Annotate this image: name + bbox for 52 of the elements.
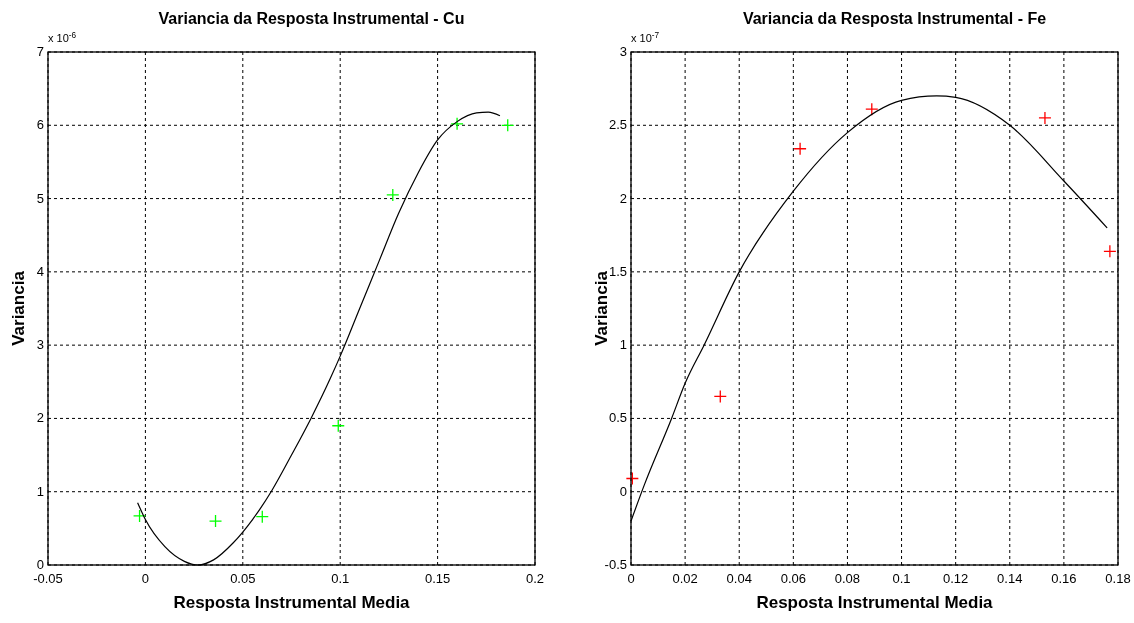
- y-tick-label: 3: [36, 337, 44, 353]
- point: [386, 188, 400, 202]
- y-tick-label: 0: [619, 483, 627, 499]
- y-tick-label: 2.5: [608, 117, 627, 133]
- x-tick-label: 0.18: [1105, 571, 1131, 586]
- point: [132, 509, 147, 523]
- y-tick-label: 1: [36, 483, 44, 499]
- x-tick-label: 0.16: [1051, 571, 1077, 586]
- chart-title: Variancia da Resposta Instrumental - Fe: [742, 10, 1047, 27]
- point: [1038, 111, 1052, 125]
- point: [501, 118, 515, 132]
- y-axis-title: Variancia: [9, 270, 28, 346]
- x-tick-label: 0.1: [331, 571, 350, 586]
- x-tick-label: 0.15: [424, 571, 451, 586]
- text: x 10$^{-6}$: [48, 30, 77, 44]
- y-tick-label: 3: [619, 44, 627, 59]
- point: [450, 117, 464, 131]
- x-tick-label: 0.2: [525, 571, 545, 586]
- point: [208, 514, 223, 528]
- x-tick-label: 0.08: [834, 571, 861, 586]
- x-axis-title: Resposta Instrumental Media: [173, 593, 411, 612]
- y-tick-label: -0.5: [604, 557, 627, 572]
- y-tick-label: 4: [36, 263, 44, 279]
- point: [865, 102, 879, 116]
- x-tick-label: -0.05: [33, 571, 63, 586]
- point: [713, 389, 727, 404]
- point: [793, 142, 807, 156]
- y-tick-label: 1: [619, 337, 627, 353]
- x-tick-label: 0.12: [943, 571, 969, 586]
- y-tick-label: 2: [36, 410, 44, 426]
- x-tick-label: 0.06: [780, 571, 806, 586]
- y-tick-label: 5: [36, 190, 44, 206]
- chart-title: Variancia da Resposta Instrumental - Cu: [158, 10, 465, 27]
- y-tick-label: 0.5: [608, 410, 627, 426]
- point: [1103, 244, 1117, 258]
- point: [331, 419, 345, 433]
- x-tick-label: 0.14: [997, 571, 1023, 586]
- y-tick-label: 7: [36, 44, 44, 59]
- text: x 10$^{-7}$: [631, 30, 660, 44]
- x-tick-label: 0: [141, 571, 150, 586]
- y-axis-title: Variancia: [592, 270, 611, 346]
- point: [255, 509, 269, 524]
- x-tick-label: 0.02: [672, 571, 698, 586]
- y-tick-label: 0: [36, 557, 44, 572]
- y-tick-label: 6: [36, 117, 44, 133]
- x-tick-label: 0.04: [726, 571, 752, 586]
- x-tick-label: 0.1: [892, 571, 911, 586]
- x-axis-title: Resposta Instrumental Media: [756, 593, 994, 612]
- point: [625, 471, 639, 486]
- y-tick-label: 2: [619, 190, 627, 206]
- x-tick-label: 0.05: [230, 571, 256, 586]
- y-tick-label: 1.5: [608, 263, 627, 279]
